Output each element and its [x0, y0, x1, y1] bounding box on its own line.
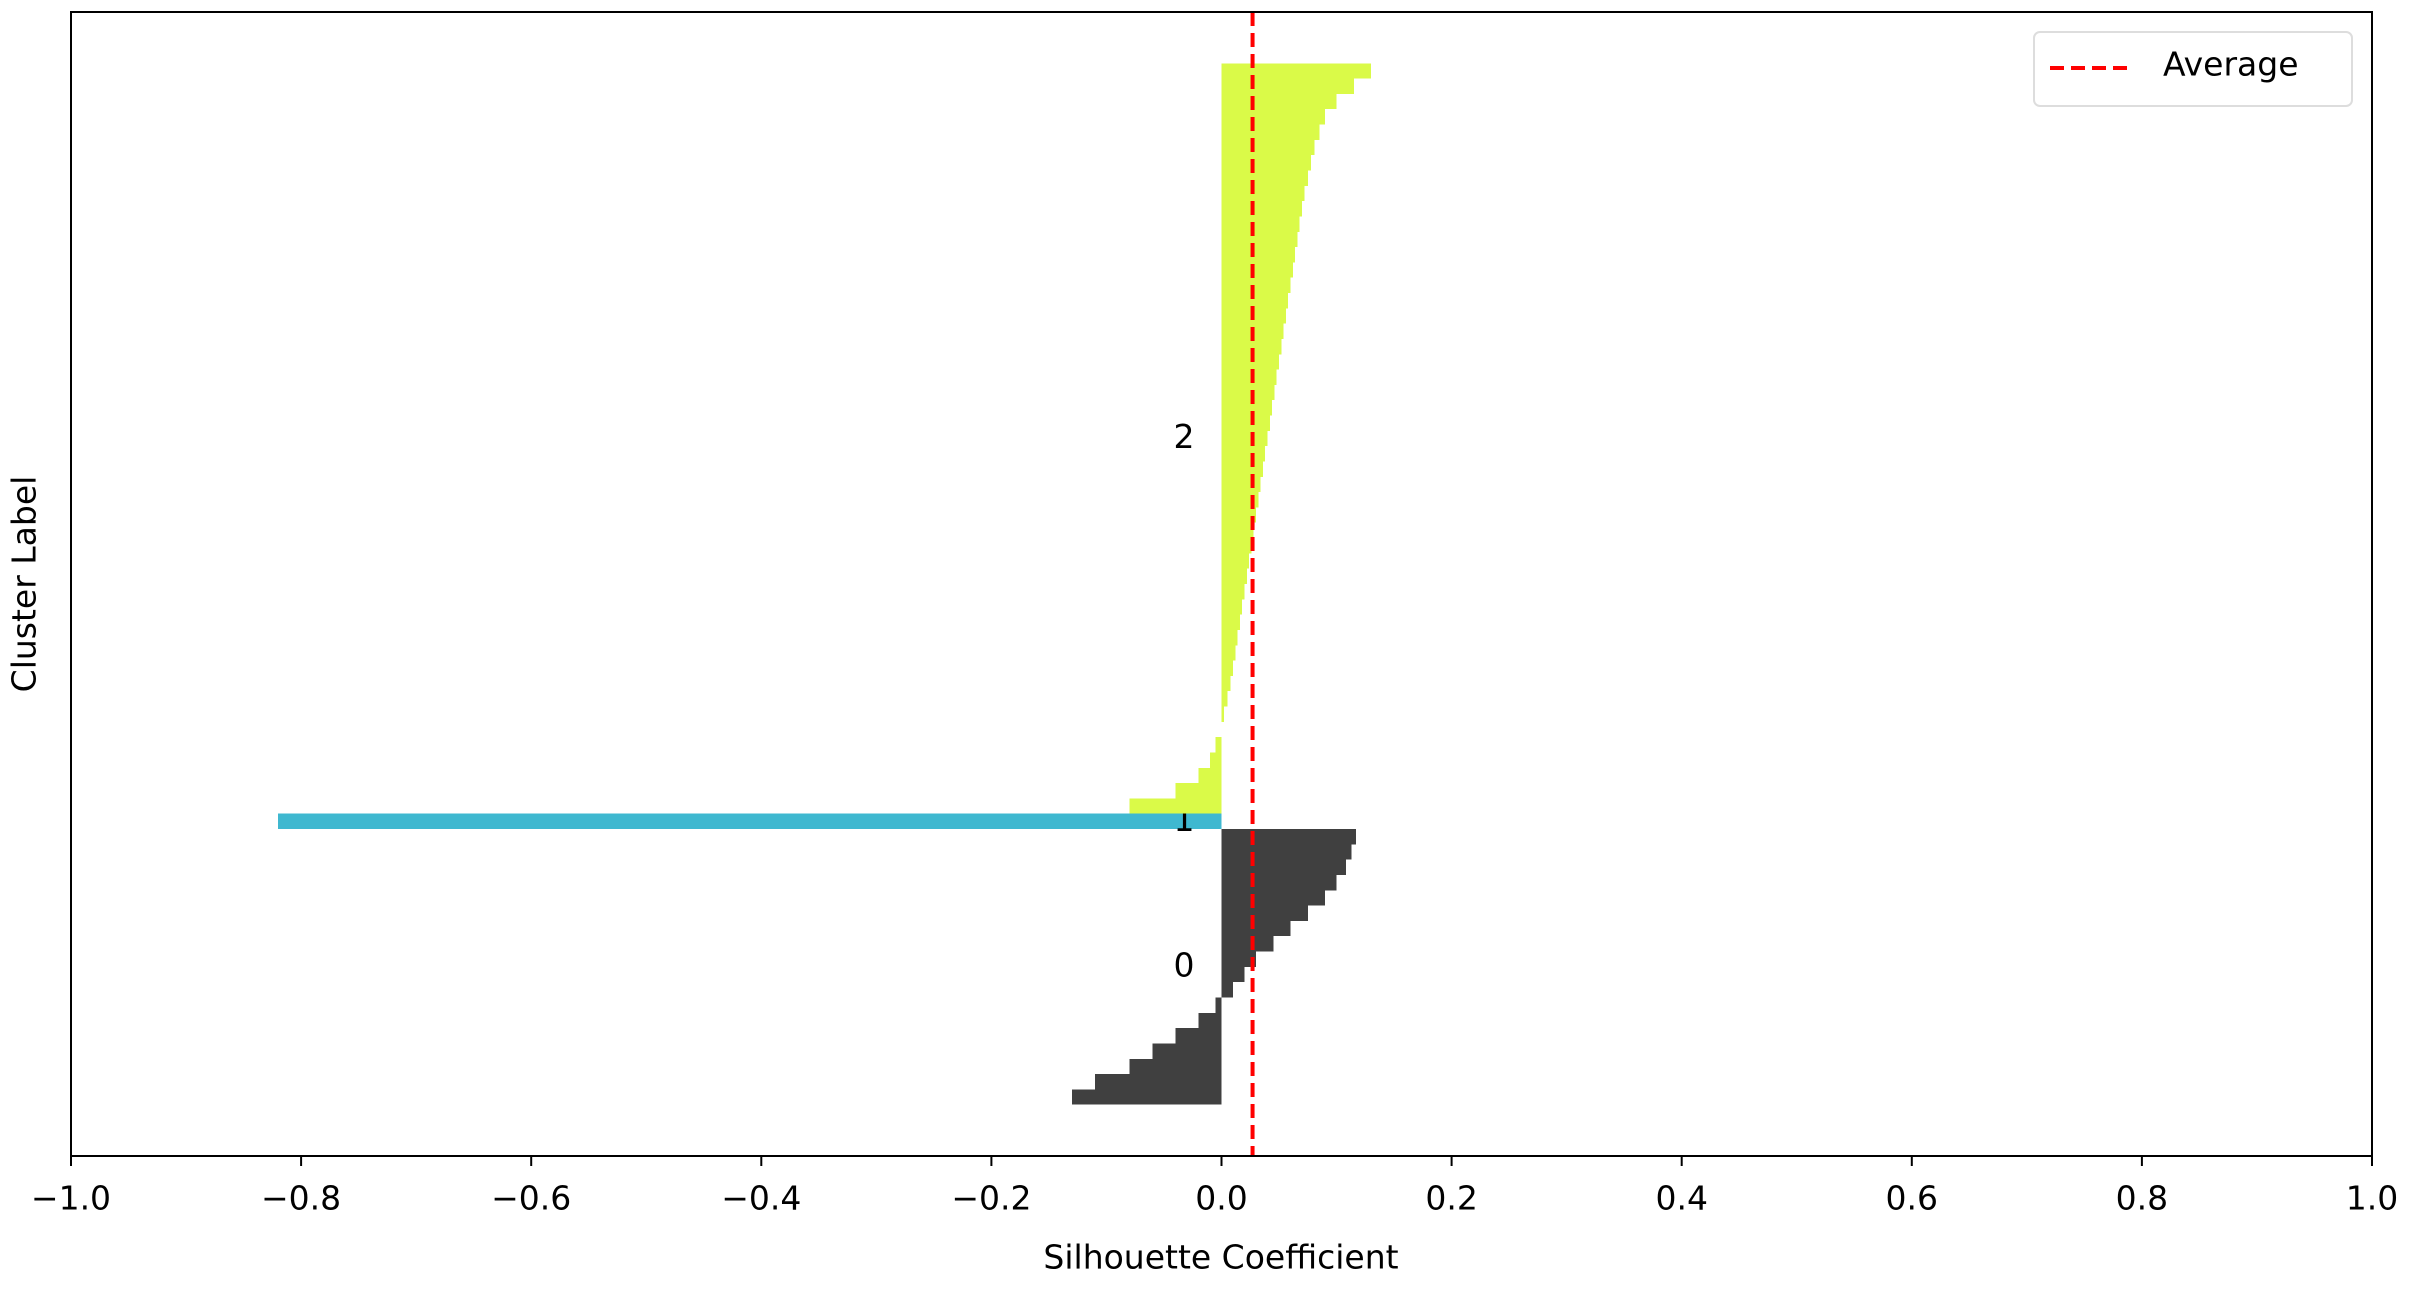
silhouette-bar [1209, 752, 1222, 768]
silhouette-bar [1221, 584, 1245, 600]
silhouette-bar [1221, 201, 1303, 217]
x-tick-label: −1.0 [31, 1179, 111, 1218]
silhouette-bar [1221, 63, 1372, 79]
silhouette-bar [1221, 890, 1326, 906]
silhouette-bar [1221, 124, 1320, 140]
silhouette-bar [1221, 538, 1252, 554]
silhouette-bar [1129, 798, 1222, 814]
silhouette-bar [1221, 293, 1289, 309]
silhouette-bar [1152, 1043, 1222, 1059]
silhouette-bar [1221, 706, 1224, 722]
x-tick-label: −0.2 [951, 1179, 1031, 1218]
silhouette-bar [1221, 216, 1300, 232]
silhouette-bar [1221, 109, 1326, 125]
x-tick-label: 0.8 [2116, 1179, 2168, 1218]
silhouette-bar [1221, 338, 1282, 355]
silhouette-bar [1221, 354, 1280, 370]
silhouette-bar [1221, 476, 1261, 493]
cluster-label: 0 [1173, 945, 1194, 984]
silhouette-bar [1094, 1074, 1222, 1090]
silhouette-bar [1221, 629, 1238, 646]
x-tick-label: 0.6 [1886, 1179, 1938, 1218]
silhouette-bar [1221, 139, 1315, 156]
silhouette-bar [1221, 415, 1270, 431]
silhouette-bar [1221, 522, 1254, 539]
silhouette-bar [1221, 553, 1250, 569]
silhouette-bar [1221, 874, 1337, 891]
x-tick-label: 0.4 [1655, 1179, 1707, 1218]
silhouette-bar [1221, 247, 1296, 263]
x-tick-label: −0.6 [491, 1179, 571, 1218]
silhouette-bar [1221, 982, 1234, 998]
silhouette-bar [1221, 568, 1247, 584]
silhouette-bar [1175, 1028, 1222, 1044]
silhouette-bar [1221, 660, 1234, 676]
silhouette-bar [1221, 461, 1263, 477]
silhouette-bar [1221, 844, 1352, 860]
silhouette-bar [1215, 737, 1222, 753]
silhouette-bar [1215, 997, 1222, 1013]
silhouette-bar [1221, 446, 1266, 462]
silhouette-bar [1221, 430, 1268, 447]
silhouette-bar [1175, 783, 1222, 799]
y-axis-label: Cluster Label [5, 476, 44, 693]
legend: Average [2033, 31, 2353, 107]
silhouette-bar [1221, 369, 1277, 385]
legend-label: Average [2163, 45, 2299, 84]
silhouette-bar [1221, 185, 1305, 202]
silhouette-bar [1221, 859, 1346, 875]
x-axis-label: Silhouette Coefficient [1043, 1238, 1398, 1277]
silhouette-bar [1221, 599, 1243, 615]
silhouette-bar [1221, 78, 1354, 94]
silhouette-bar [1221, 645, 1236, 661]
silhouette-bar [1221, 829, 1357, 845]
x-tick-label: 0.0 [1195, 1179, 1247, 1218]
silhouette-bar [1198, 767, 1222, 784]
silhouette-bar [1221, 155, 1312, 171]
x-tick-label: −0.8 [261, 1179, 341, 1218]
silhouette-bar [1221, 93, 1337, 110]
silhouette-bar [1221, 170, 1308, 186]
silhouette-bar [1221, 262, 1293, 278]
silhouette-bar [1221, 691, 1228, 707]
silhouette-bar [1221, 920, 1291, 937]
silhouette-bar [1129, 1058, 1222, 1075]
x-tick-label: 1.0 [2346, 1179, 2398, 1218]
silhouette-bar [1221, 492, 1259, 508]
silhouette-bar [1221, 966, 1245, 983]
silhouette-bar [1221, 614, 1240, 630]
legend-box [2033, 31, 2353, 107]
silhouette-bar [1198, 1012, 1222, 1029]
silhouette-bar [1221, 936, 1274, 952]
x-tick-label: −0.4 [721, 1179, 801, 1218]
silhouette-bar [1221, 231, 1298, 248]
cluster-label: 2 [1173, 417, 1194, 456]
x-tick-label: 0.2 [1425, 1179, 1477, 1218]
silhouette-bar [1221, 951, 1257, 967]
silhouette-bar [1221, 675, 1231, 692]
silhouette-bar [1071, 1089, 1222, 1105]
silhouette-bar [1221, 400, 1273, 416]
silhouette-bar [278, 813, 1222, 830]
silhouette-bar [1221, 507, 1257, 523]
silhouette-bar [1221, 905, 1308, 921]
silhouette-bar [1221, 277, 1291, 294]
silhouette-bar [1221, 384, 1275, 401]
